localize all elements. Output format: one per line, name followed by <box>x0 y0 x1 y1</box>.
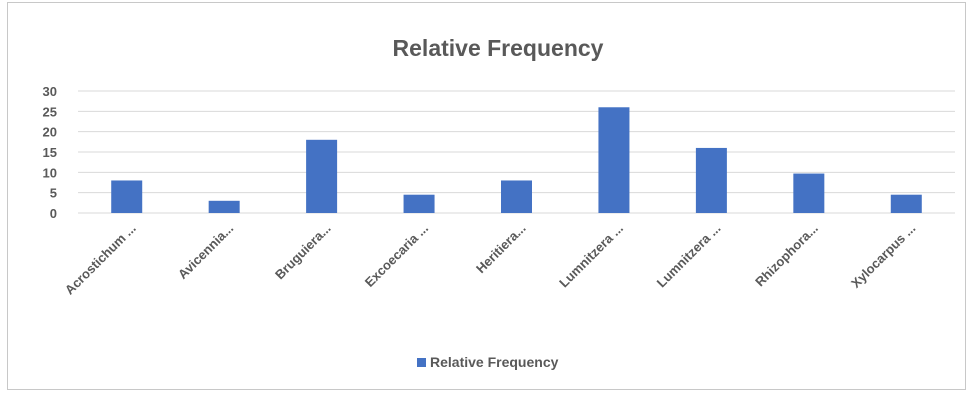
y-tick-label: 20 <box>43 125 57 140</box>
legend-label: Relative Frequency <box>430 354 559 370</box>
x-tick-label: Lumnitzera ... <box>654 221 724 291</box>
bar <box>598 107 630 213</box>
bar <box>306 139 338 213</box>
y-axis-ticks: 0 5 10 15 20 25 30 <box>43 84 57 221</box>
bar <box>111 180 143 213</box>
chart-frame: Relative Frequency 0 5 10 15 20 25 30 Acrostic… <box>7 2 966 390</box>
x-tick-label: Lumnitzera ... <box>556 221 626 291</box>
bar <box>403 194 435 213</box>
bar <box>890 194 922 213</box>
gridlines <box>78 90 955 214</box>
y-tick-label: 10 <box>43 165 57 180</box>
y-tick-label: 5 <box>50 186 57 201</box>
y-tick-label: 15 <box>43 145 57 160</box>
x-tick-label: Xylocarpus ... <box>848 221 918 291</box>
x-axis-ticks: Acrostichum ... Avicennia... Bruguiera... E… <box>62 221 919 298</box>
bar <box>208 200 240 213</box>
legend-swatch <box>417 358 426 367</box>
chart-title: Relative Frequency <box>393 35 604 61</box>
bar <box>501 180 532 213</box>
bars <box>111 107 922 213</box>
legend: Relative Frequency <box>417 354 559 370</box>
bar <box>793 173 825 213</box>
bar <box>695 147 727 213</box>
y-tick-label: 30 <box>43 84 57 99</box>
x-tick-label: Avicennia... <box>175 221 236 282</box>
x-tick-label: Rhizophora... <box>752 221 821 290</box>
bar-chart: Relative Frequency 0 5 10 15 20 25 30 Acrostic… <box>43 35 955 370</box>
y-tick-label: 25 <box>43 104 57 119</box>
x-tick-label: Bruguiera... <box>272 221 334 283</box>
x-tick-label: Excoecaria ... <box>362 221 431 290</box>
x-tick-label: Heritiera... <box>473 221 529 277</box>
x-tick-label: Acrostichum ... <box>62 221 139 298</box>
y-tick-label: 0 <box>50 206 57 221</box>
